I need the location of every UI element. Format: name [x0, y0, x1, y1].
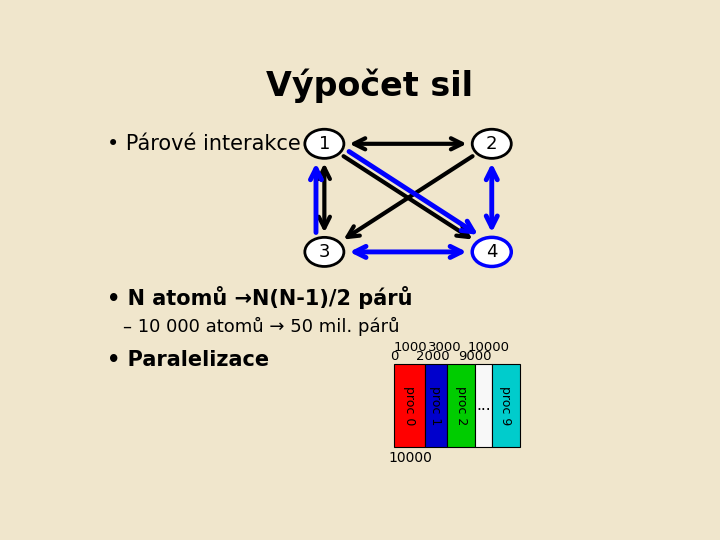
Bar [394, 364, 425, 447]
Text: 3000: 3000 [428, 341, 461, 354]
Text: 4: 4 [486, 243, 498, 261]
Circle shape [472, 238, 511, 266]
Text: • N atomů →N(N-1)/2 párů: • N atomů →N(N-1)/2 párů [107, 286, 413, 309]
Bar [425, 364, 447, 447]
Circle shape [305, 129, 344, 158]
Text: 3: 3 [319, 243, 330, 261]
Text: Výpočet sil: Výpočet sil [266, 69, 472, 103]
Text: proc 2: proc 2 [454, 386, 467, 426]
Circle shape [472, 129, 511, 158]
Text: 10000: 10000 [468, 341, 510, 354]
Text: proc 1: proc 1 [429, 386, 443, 426]
Text: 9000: 9000 [458, 350, 492, 363]
Bar [492, 364, 520, 447]
Bar [475, 364, 492, 447]
Text: 0: 0 [390, 350, 398, 363]
Text: 1000: 1000 [394, 341, 428, 354]
Text: 2: 2 [486, 135, 498, 153]
Text: proc 0: proc 0 [403, 386, 416, 426]
Text: • Párové interakce: • Párové interakce [107, 134, 300, 154]
Text: proc 9: proc 9 [499, 386, 512, 426]
Text: 10000: 10000 [389, 451, 433, 465]
Text: • Paralelizace: • Paralelizace [107, 350, 269, 370]
Text: 1: 1 [319, 135, 330, 153]
Circle shape [305, 238, 344, 266]
Bar [447, 364, 475, 447]
Text: 2000: 2000 [416, 350, 450, 363]
Text: ...: ... [476, 399, 491, 413]
Text: – 10 000 atomů → 50 mil. párů: – 10 000 atomů → 50 mil. párů [124, 317, 400, 336]
